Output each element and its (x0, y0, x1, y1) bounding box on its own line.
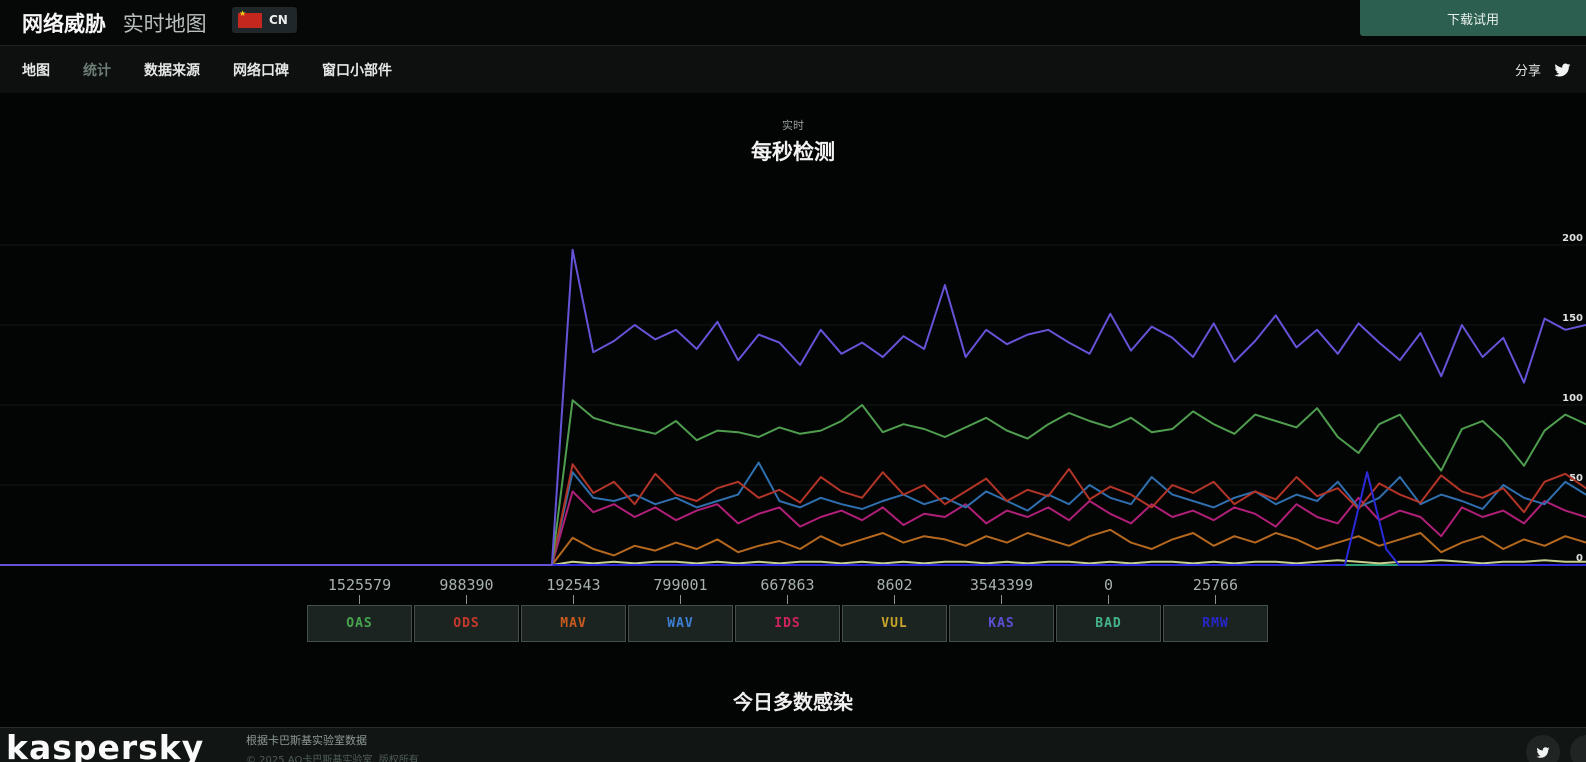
footer: kaspersky 根据卡巴斯基实验室数据 © 2025 AO卡巴斯基实验室. … (0, 727, 1586, 762)
legend-button-kas[interactable]: KAS (949, 605, 1054, 642)
detections-chart: 0 50 100 150 200 (0, 233, 1586, 566)
legend-tick (573, 595, 574, 604)
legend-value-rmw: 25766 (1192, 576, 1239, 594)
legend-value-ids: 667863 (760, 576, 815, 594)
footer-twitter-button[interactable] (1526, 735, 1560, 762)
legend-tick (894, 595, 895, 604)
legend-button-ods[interactable]: ODS (414, 605, 519, 642)
legend-button-wav[interactable]: WAV (628, 605, 733, 642)
attribution: 根据卡巴斯基实验室数据 © 2025 AO卡巴斯基实验室. 版权所有 (246, 732, 419, 762)
legend-value-wav: 799001 (653, 576, 708, 594)
legend-button-oas[interactable]: OAS (307, 605, 412, 642)
series-line-vul (0, 559, 1586, 566)
legend-value-ods: 988390 (439, 576, 494, 594)
legend: 1525579 OAS 988390 ODS 192543 MAV 799001 WAV 667… (307, 576, 1268, 642)
legend-tick (1215, 595, 1216, 604)
chart-subtitle: 实时 (782, 119, 804, 132)
legend-button-vul[interactable]: VUL (842, 605, 947, 642)
legend-col-wav: 799001 WAV (628, 576, 733, 642)
share-link[interactable]: 分享 (1514, 64, 1541, 79)
legend-button-bad[interactable]: BAD (1056, 605, 1161, 642)
legend-value-bad: 0 (1103, 576, 1114, 594)
legend-value-mav: 192543 (546, 576, 601, 594)
y-tick-label: 100 (1562, 393, 1583, 404)
tab-2[interactable]: 数据来源 (144, 62, 200, 79)
series-line-kas (0, 248, 1586, 566)
nav-tabs: 地图 统计 数据来源 网络口碑 窗口小部件 (0, 60, 392, 80)
legend-col-ods: 988390 ODS (414, 576, 519, 642)
nav-right: 分享 (1515, 46, 1572, 93)
series-line-oas (0, 399, 1586, 566)
tab-4[interactable]: 窗口小部件 (322, 62, 392, 79)
legend-col-oas: 1525579 OAS (307, 576, 412, 642)
legend-value-oas: 1525579 (327, 576, 392, 594)
legend-value-kas: 3543399 (969, 576, 1034, 594)
header: 网络威胁 实时地图 ★ CN 下载试用 (0, 0, 1586, 45)
legend-col-vul: 8602 VUL (842, 576, 947, 642)
y-tick-label: 50 (1569, 473, 1583, 484)
legend-tick (466, 595, 467, 604)
country-code: CN (269, 13, 288, 27)
y-tick-label: 150 (1562, 313, 1583, 324)
legend-tick (787, 595, 788, 604)
legend-tick (1001, 595, 1002, 604)
y-tick-label: 0 (1576, 553, 1583, 564)
tab-3[interactable]: 网络口碑 (233, 62, 289, 79)
attribution-line2: © 2025 AO卡巴斯基实验室. 版权所有 (246, 755, 419, 762)
legend-col-mav: 192543 MAV (521, 576, 626, 642)
download-trial-button[interactable]: 下载试用 (1360, 0, 1586, 36)
footer-social (1526, 735, 1586, 762)
legend-col-kas: 3543399 KAS (949, 576, 1054, 642)
tab-1[interactable]: 统计 (83, 62, 111, 79)
series-line-wav (0, 461, 1586, 566)
series-line-ids (0, 490, 1586, 566)
legend-value-vul: 8602 (876, 576, 913, 594)
section-title: 今日多数感染 (733, 690, 853, 714)
y-tick-label: 200 (1562, 233, 1583, 244)
legend-tick (1108, 595, 1109, 604)
kaspersky-logo: kaspersky (6, 728, 205, 762)
legend-col-bad: 0 BAD (1056, 576, 1161, 642)
twitter-icon (1536, 746, 1550, 758)
footer-social-partial-button[interactable] (1570, 735, 1586, 762)
series-line-mav (0, 528, 1586, 566)
legend-button-rmw[interactable]: RMW (1163, 605, 1268, 642)
tab-0[interactable]: 地图 (22, 62, 50, 79)
series-line-rmw (0, 471, 1586, 566)
china-flag-icon: ★ (238, 9, 262, 28)
country-selector[interactable]: ★ CN (232, 7, 297, 33)
twitter-icon[interactable] (1553, 62, 1572, 78)
brand-bold: 网络威胁 (22, 12, 106, 36)
brand-light: 实时地图 (122, 12, 207, 36)
legend-button-ids[interactable]: IDS (735, 605, 840, 642)
navbar: 地图 统计 数据来源 网络口碑 窗口小部件 分享 (0, 45, 1586, 93)
legend-button-mav[interactable]: MAV (521, 605, 626, 642)
legend-tick (359, 595, 360, 604)
attribution-line1: 根据卡巴斯基实验室数据 (246, 734, 367, 747)
series-line-ods (0, 463, 1586, 566)
legend-col-ids: 667863 IDS (735, 576, 840, 642)
legend-col-rmw: 25766 RMW (1163, 576, 1268, 642)
legend-tick (680, 595, 681, 604)
chart-title: 每秒检测 (751, 140, 835, 164)
brand: 网络威胁 实时地图 (22, 8, 207, 38)
